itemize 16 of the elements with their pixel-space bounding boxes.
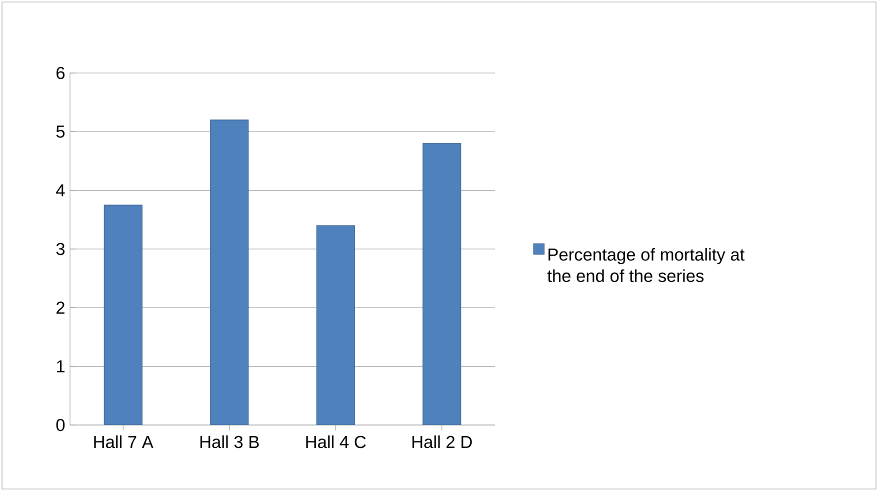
y-tick-label: 1 — [56, 360, 64, 372]
bar — [422, 143, 462, 425]
y-tick-label: 2 — [56, 302, 64, 314]
bar — [210, 120, 249, 425]
y-tick-label: 0 — [56, 418, 65, 432]
x-tick-label: Hall 7 A — [94, 435, 154, 448]
y-tick-label: 5 — [56, 126, 65, 138]
bar — [104, 204, 142, 425]
y-tick-label: 3 — [56, 242, 65, 256]
x-tick-label: Hall 2 D — [412, 435, 472, 448]
y-tick-label: 6 — [56, 66, 65, 80]
x-tick-label: Hall 4 C — [306, 435, 366, 448]
y-tick-label: 4 — [56, 184, 65, 196]
x-tick-label: Hall 3 B — [200, 435, 259, 448]
legend-label: Percentage of mortality at the end of the series — [547, 248, 744, 282]
bar — [316, 225, 355, 425]
